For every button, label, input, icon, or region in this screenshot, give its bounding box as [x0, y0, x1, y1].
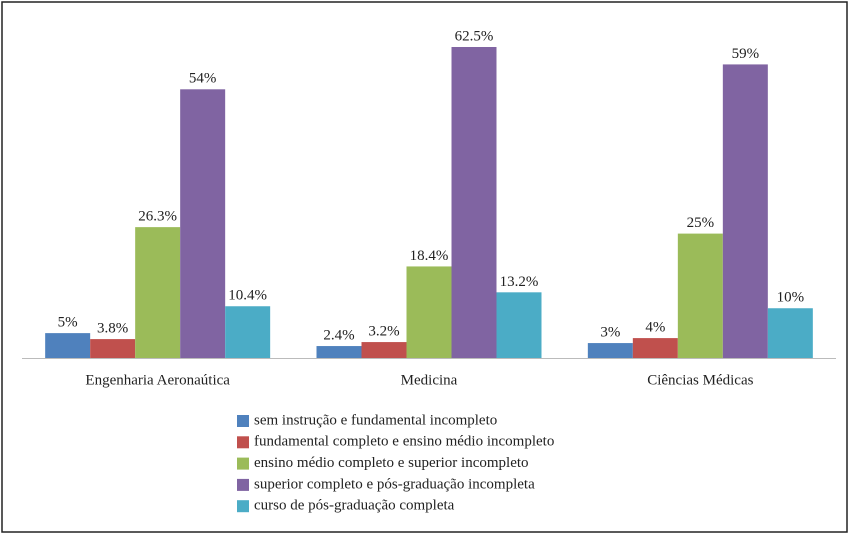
bar [767, 308, 813, 358]
legend-swatch [237, 415, 249, 427]
bar [632, 338, 678, 358]
legend-swatch [237, 478, 249, 491]
bar [677, 233, 723, 358]
data-label: 5% [58, 315, 78, 331]
bar [722, 64, 768, 358]
bar [135, 227, 181, 358]
bar [316, 346, 362, 358]
x-tick-label: Engenharia Aeronaútica [85, 372, 230, 388]
x-tick-label: Ciências Médicas [647, 372, 753, 388]
x-tick-label: Medicina [401, 372, 458, 388]
data-label: 4% [645, 320, 665, 336]
bar [90, 339, 136, 358]
legend-label: sem instrução e fundamental incompleto [254, 412, 497, 428]
data-label: 3% [600, 325, 620, 341]
legend-swatch [237, 436, 249, 449]
bar [451, 47, 497, 358]
legend-swatch [237, 457, 249, 470]
bar [225, 306, 271, 358]
bar [587, 343, 633, 358]
data-label: 62.5% [455, 28, 494, 44]
data-label: 18.4% [410, 248, 449, 264]
data-label: 10% [777, 290, 805, 306]
data-label: 3.8% [97, 321, 128, 337]
bar [180, 89, 226, 359]
data-label: 3.2% [368, 324, 399, 340]
bar [361, 342, 407, 358]
data-label: 59% [732, 46, 760, 62]
bar [45, 333, 91, 358]
legend-label: fundamental completo e ensino médio inco… [254, 434, 554, 450]
legend-label: curso de pós-graduação completa [254, 498, 455, 514]
data-label: 54% [189, 71, 217, 87]
data-label: 25% [687, 215, 715, 231]
bar [496, 292, 542, 358]
data-label: 26.3% [138, 209, 177, 225]
legend-swatch [237, 500, 249, 513]
data-label: 2.4% [323, 327, 354, 343]
bar [406, 266, 452, 358]
data-label: 10.4% [228, 288, 267, 304]
data-label: 13.2% [500, 274, 539, 290]
legend-label: superior completo e pós-graduação incomp… [254, 476, 535, 492]
legend-label: ensino médio completo e superior incompl… [254, 455, 529, 471]
